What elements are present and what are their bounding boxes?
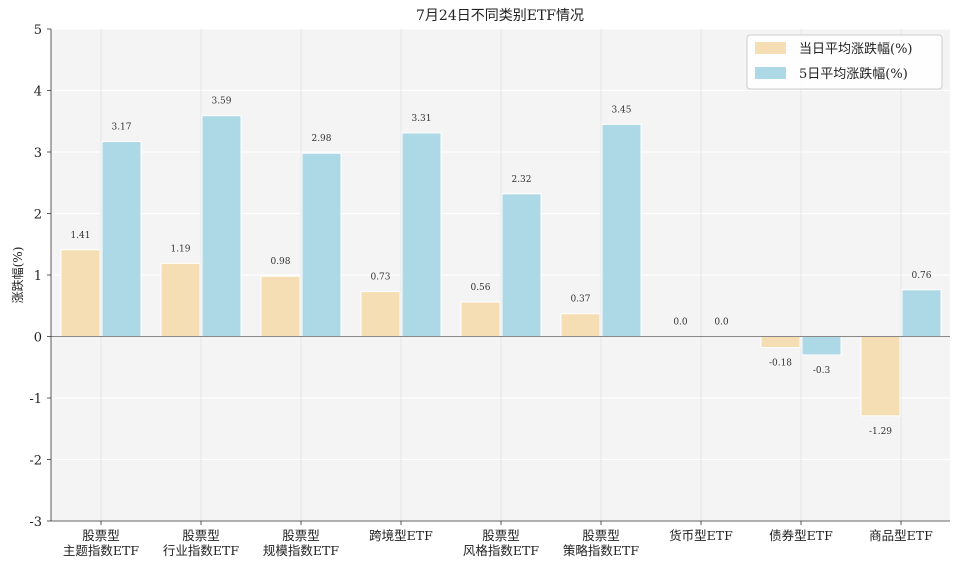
data-label: 0.73 [370,273,390,283]
data-label: 0.98 [270,257,290,267]
legend-box [746,34,943,90]
legend: 当日平均涨跌幅(%) 5日平均涨跌幅(%) [746,34,943,90]
data-label: 3.59 [211,97,231,107]
data-label: -1.29 [869,427,892,437]
bar-series1-cat4 [501,193,542,337]
bar-series0-cat8 [860,336,901,417]
category-label: 风格指数ETF [463,543,539,558]
y-tick-label: -3 [29,515,42,530]
category-label: 行业指数ETF [163,543,239,558]
bar-series0-cat2 [260,275,301,338]
bar-series0-cat3 [360,291,401,338]
bar-series1-cat0 [101,141,142,337]
y-tick-label: 4 [34,85,42,100]
data-label: 3.17 [111,123,131,133]
y-tick-label: -2 [29,454,42,469]
legend-label-5day: 5日平均涨跌幅(%) [799,66,908,82]
category-label: 股票型 [482,528,520,543]
bar-series1-cat3 [401,132,442,337]
data-label: 0.56 [470,283,490,293]
y-tick-label: 0 [34,331,42,346]
data-labels: 1.41 1.19 0.98 0.73 0.56 0.37 0.0 -0.18 -1.29 3.1… [70,97,931,437]
chart-title: 7月24日不同类别ETF情况 [416,8,584,24]
data-label: 0.0 [673,318,688,328]
y-tick-label: -1 [29,392,42,407]
data-label: 2.32 [511,175,531,185]
data-label: 3.31 [411,114,431,124]
bar-series1-cat8 [901,289,942,338]
data-label: 2.98 [311,134,331,144]
bar-series0-cat4 [460,301,501,337]
data-label: -0.18 [769,359,792,369]
bar-series1-cat1 [201,115,242,337]
legend-swatch-5day [755,67,786,79]
category-label: 跨境型ETF [369,528,433,543]
category-label: 股票型 [282,528,320,543]
bar-series0-cat5 [560,313,601,337]
bar-series0-cat1 [160,262,201,337]
data-label: 1.41 [70,231,90,241]
category-label: 股票型 [182,528,220,543]
bar-series0-cat0 [60,249,101,337]
bar-series1-cat2 [301,152,342,337]
category-label: 规模指数ETF [263,543,339,558]
data-label: 1.19 [170,244,190,254]
data-label: 0.37 [570,295,590,305]
legend-label-daily: 当日平均涨跌幅(%) [799,41,913,57]
category-label: 策略指数ETF [563,543,639,558]
y-tick-label: 1 [34,269,42,284]
y-axis-label: 涨跌幅(%) [10,247,25,304]
data-label: -0.3 [813,366,831,376]
bars [60,115,942,417]
legend-swatch-daily [755,42,786,54]
category-label: 主题指数ETF [63,543,139,558]
category-label: 股票型 [82,528,120,543]
category-label: 商品型ETF [869,528,933,543]
y-tick-label: 5 [34,23,42,38]
category-label: 股票型 [582,528,620,543]
bar-series1-cat7 [801,336,842,356]
y-tick-label: 3 [34,146,42,161]
category-label: 货币型ETF [669,528,733,543]
bar-series0-cat7 [760,336,801,349]
y-tick-label: 2 [34,208,42,223]
data-label: 0.76 [911,271,931,281]
bar-series1-cat5 [601,123,642,337]
y-ticks: 5 4 3 2 1 0 -1 -2 -3 [29,23,51,530]
data-label: 0.0 [714,318,729,328]
category-label: 债券型ETF [769,528,833,543]
data-label: 3.45 [611,105,631,115]
